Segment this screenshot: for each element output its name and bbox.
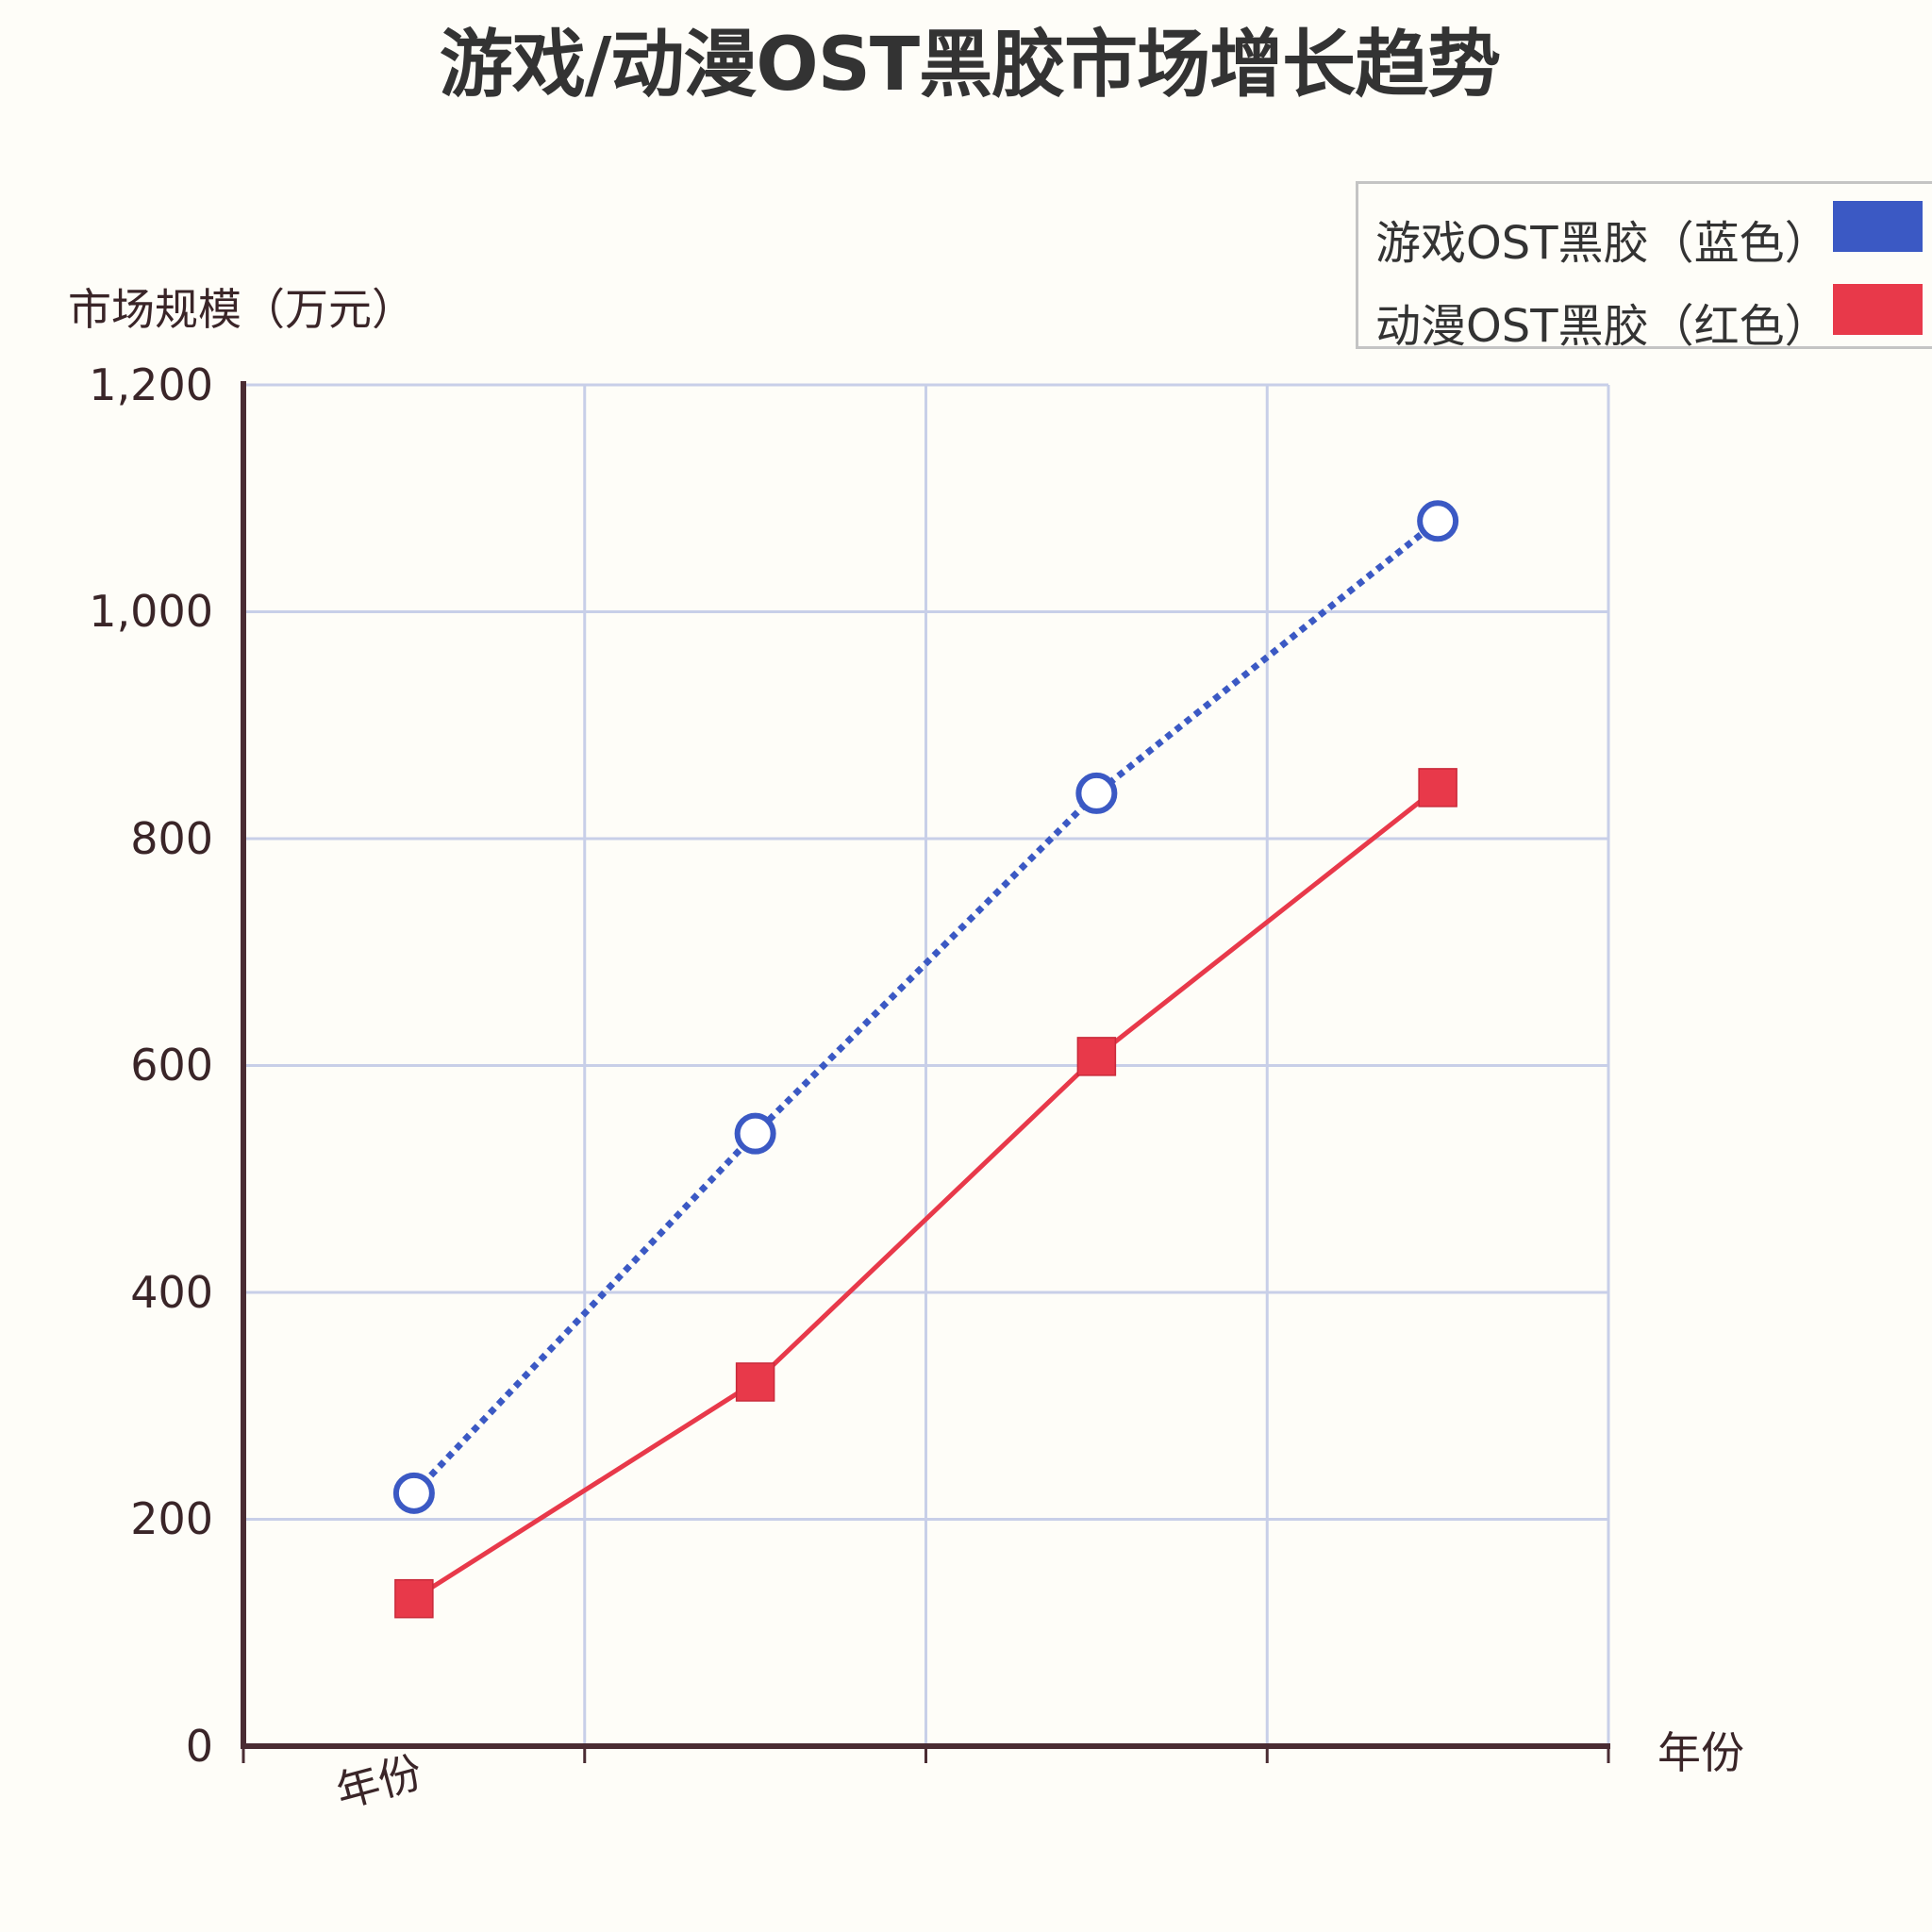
series-layer	[392, 500, 1459, 1619]
data-point-square-icon	[1418, 768, 1457, 808]
y-tick-label: 1,200	[89, 359, 213, 410]
y-tick-label: 1,000	[89, 586, 213, 637]
legend-swatch-red-icon	[1833, 284, 1923, 335]
y-axis-label: 市场规模（万元）	[68, 284, 415, 335]
series-line-0	[411, 518, 1441, 1496]
legend: 游戏OST黑胶（蓝色） 动漫OST黑胶（红色）	[1356, 181, 1932, 353]
legend-label-game: 游戏OST黑胶（蓝色）	[1375, 217, 1830, 270]
y-tick-label: 200	[130, 1493, 213, 1544]
axes	[241, 381, 1610, 1763]
gridlines	[243, 383, 1610, 1746]
y-tick-label: 400	[130, 1267, 213, 1318]
data-point-circle-icon	[1417, 500, 1459, 542]
y-tick-label: 600	[130, 1040, 213, 1091]
chart-title: 游戏/动漫OST黑胶市场增长趋势	[439, 23, 1501, 108]
data-point-circle-icon	[734, 1112, 776, 1155]
x-axis-label: 年份	[1657, 1727, 1744, 1778]
legend-label-anime: 动漫OST黑胶（红色）	[1375, 300, 1830, 353]
series-line-1	[412, 785, 1440, 1601]
legend-item-anime: 动漫OST黑胶（红色）	[1375, 293, 1830, 353]
y-tick-label: 800	[130, 813, 213, 864]
legend-swatch-blue-icon	[1833, 201, 1923, 252]
data-point-square-icon	[1076, 1037, 1117, 1076]
legend-item-game: 游戏OST黑胶（蓝色）	[1375, 210, 1830, 270]
data-point-circle-icon	[1075, 772, 1118, 814]
data-point-square-icon	[394, 1578, 434, 1619]
y-tick-label: 0	[185, 1721, 213, 1772]
data-point-square-icon	[735, 1362, 775, 1402]
data-point-circle-icon	[392, 1472, 435, 1514]
